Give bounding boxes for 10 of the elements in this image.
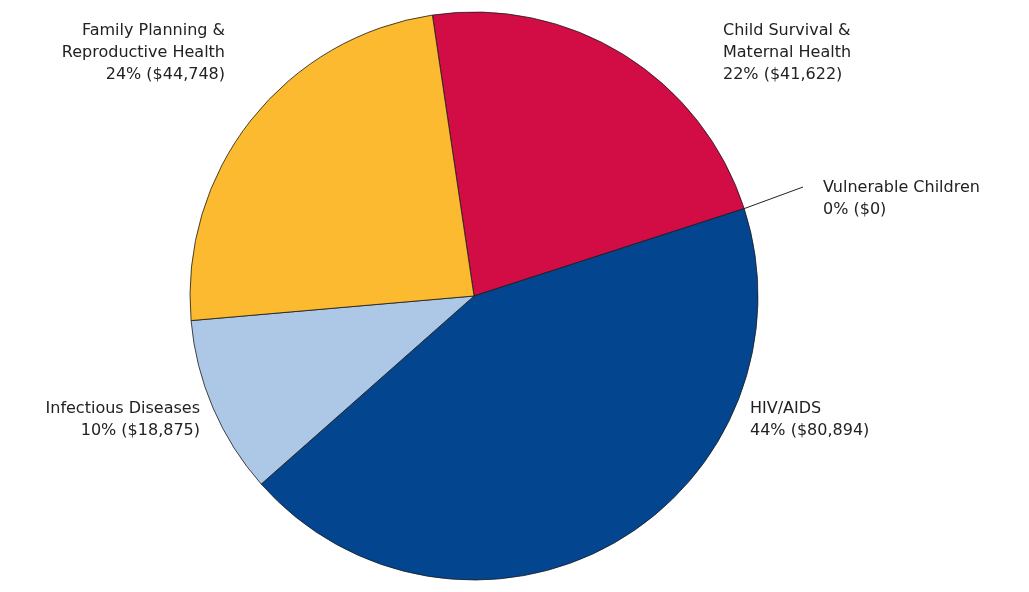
data-label: 24% ($44,748) — [105, 64, 225, 83]
text: 0% ($0) — [823, 199, 887, 218]
slice-label: Family Planning & Reproductive Health — [61, 20, 225, 61]
data-label: 10% ($18,875) — [80, 420, 200, 439]
slice-label: Child Survival & Maternal Health — [723, 20, 852, 61]
slice-label: Infectious Diseases — [45, 398, 200, 417]
category-label: Vulnerable Children — [823, 177, 980, 196]
data-label: 44% ($80,894) — [750, 420, 870, 439]
data-label: 22% ($41,622) — [723, 64, 843, 83]
slice-label: HIV/AIDS — [750, 398, 822, 417]
